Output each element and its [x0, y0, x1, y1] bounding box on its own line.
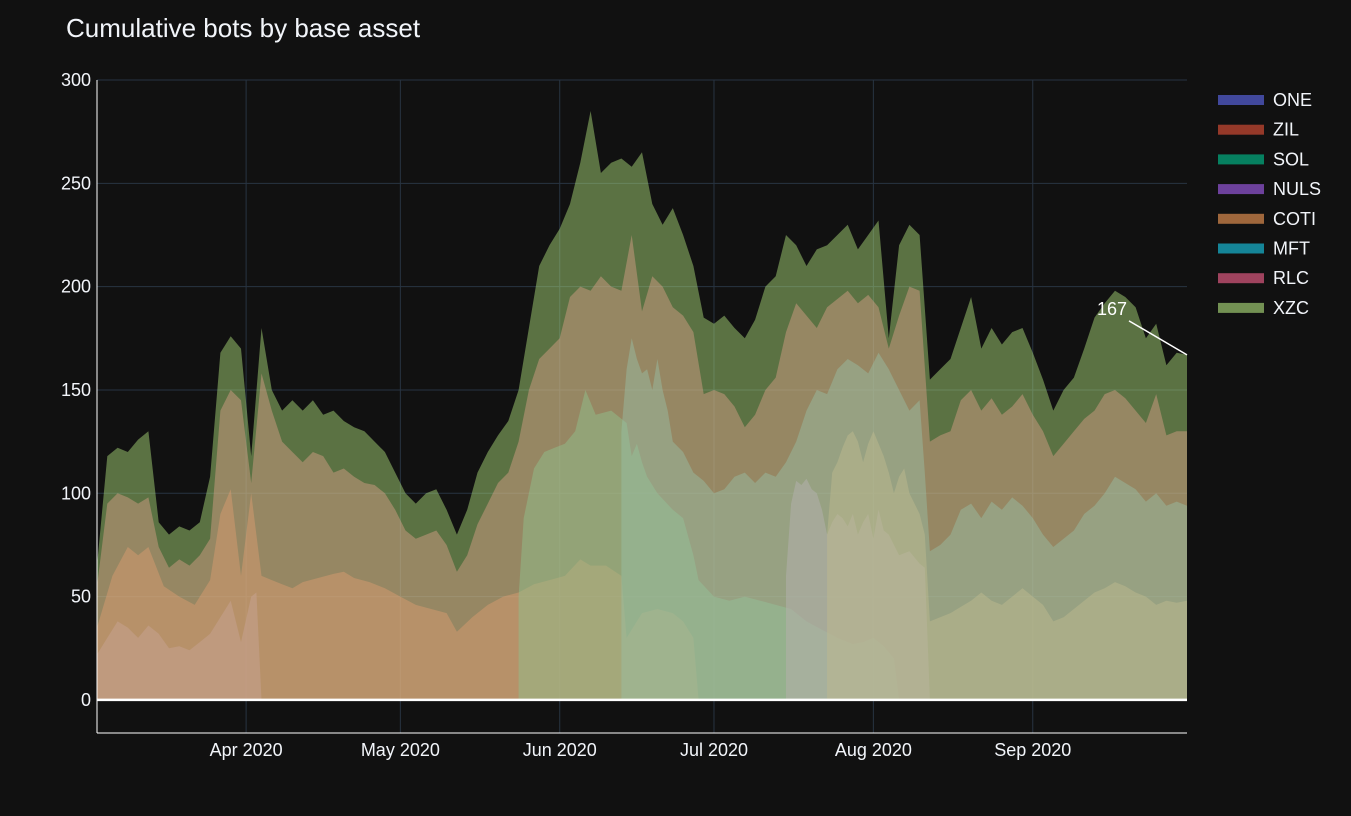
y-tick-label: 200 — [61, 277, 91, 297]
y-tick-label: 300 — [61, 70, 91, 90]
legend-swatch — [1218, 154, 1264, 165]
y-tick-label: 50 — [71, 587, 91, 607]
area-coti — [827, 431, 1187, 700]
legend-swatch — [1218, 124, 1264, 135]
legend-item-coti[interactable]: COTI — [1218, 209, 1316, 229]
legend-item-rlc[interactable]: RLC — [1218, 268, 1309, 288]
legend-item-one[interactable]: ONE — [1218, 90, 1312, 110]
legend-label: SOL — [1273, 149, 1309, 169]
x-tick-label: Jul 2020 — [680, 740, 748, 760]
x-tick-label: May 2020 — [361, 740, 440, 760]
y-tick-label: 100 — [61, 483, 91, 503]
area-series — [97, 111, 1187, 700]
legend-item-nuls[interactable]: NULS — [1218, 179, 1321, 199]
x-tick-label: Aug 2020 — [835, 740, 912, 760]
legend-label: ONE — [1273, 90, 1312, 110]
legend-label: NULS — [1273, 179, 1321, 199]
annotations: 167 — [1097, 299, 1188, 356]
axes: 0 50 100 150 200 250 300 Apr 2020 May 2020 Jun 20… — [61, 70, 1187, 760]
chart-title: Cumulative bots by base asset — [66, 13, 421, 43]
legend-label: ZIL — [1273, 120, 1299, 140]
legend: ONE ZIL SOL NULS COTI MFT RLC XZC — [1218, 90, 1321, 318]
legend-label: XZC — [1273, 298, 1309, 318]
legend-item-xzc[interactable]: XZC — [1218, 298, 1309, 318]
area-rlc — [97, 235, 1187, 700]
x-tick-label: Apr 2020 — [210, 740, 283, 760]
legend-swatch — [1218, 243, 1264, 254]
legend-swatch — [1218, 302, 1264, 313]
legend-swatch — [1218, 95, 1264, 105]
legend-label: MFT — [1273, 239, 1310, 259]
annotation-arrow — [1128, 320, 1188, 356]
legend-item-mft[interactable]: MFT — [1218, 239, 1310, 259]
y-tick-label: 0 — [81, 690, 91, 710]
x-tick-label: Sep 2020 — [994, 740, 1071, 760]
legend-item-sol[interactable]: SOL — [1218, 149, 1309, 169]
area-xzc — [97, 111, 1187, 700]
legend-swatch — [1218, 184, 1264, 195]
y-tick-label: 150 — [61, 380, 91, 400]
x-tick-label: Jun 2020 — [523, 740, 597, 760]
y-tick-label: 250 — [61, 173, 91, 193]
legend-swatch — [1218, 273, 1264, 284]
legend-item-zil[interactable]: ZIL — [1218, 120, 1299, 140]
annotation-label: 167 — [1097, 299, 1127, 319]
legend-label: COTI — [1273, 209, 1316, 229]
area-mft — [621, 338, 1187, 700]
legend-swatch — [1218, 213, 1264, 224]
legend-label: RLC — [1273, 268, 1309, 288]
